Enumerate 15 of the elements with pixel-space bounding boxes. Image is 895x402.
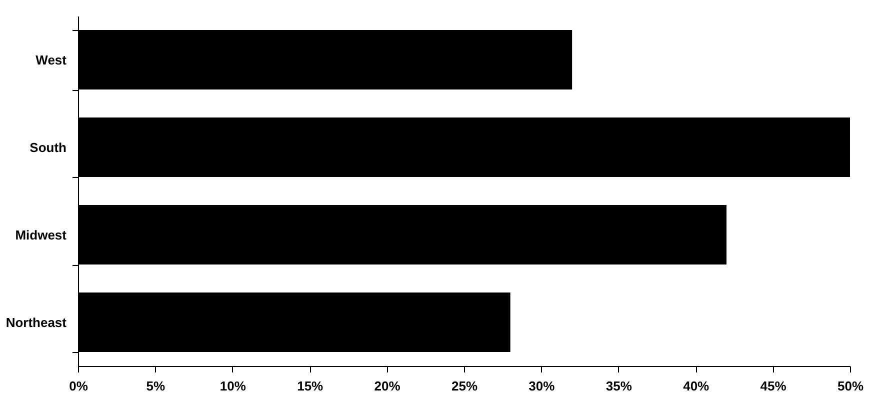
y-tick-label: Northeast	[6, 314, 68, 330]
x-tick-label: 35%	[606, 378, 632, 394]
y-tick-label: Midwest	[15, 227, 68, 242]
x-tick-label: 25%	[451, 378, 478, 394]
x-tick-label: 45%	[760, 378, 787, 394]
y-tick-label: South	[30, 140, 67, 155]
x-tick-label: 50%	[837, 378, 864, 394]
y-tick-label: West	[36, 52, 68, 68]
x-tick-label: 30%	[528, 378, 556, 394]
x-tick-label: 20%	[374, 378, 401, 394]
x-tick-label: 15%	[297, 378, 324, 394]
x-tick-label: 10%	[220, 378, 246, 394]
x-tick-label: 0%	[69, 378, 88, 394]
x-tick-label: 40%	[683, 378, 710, 394]
x-tick-label: 5%	[146, 378, 166, 394]
